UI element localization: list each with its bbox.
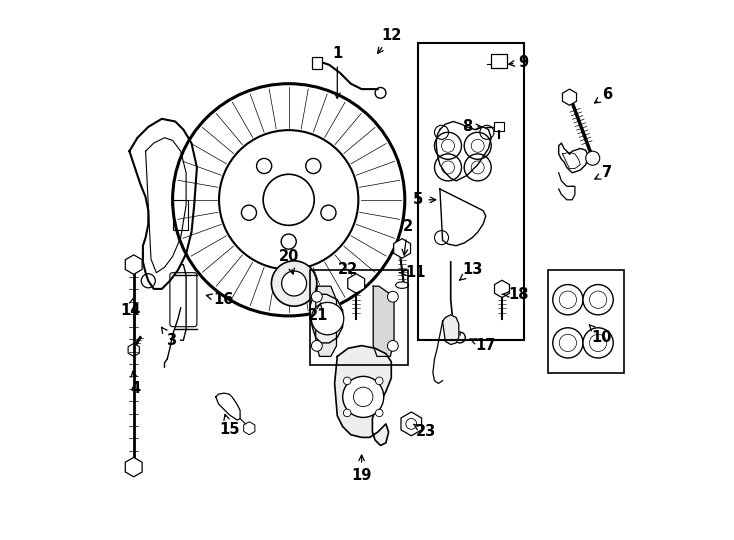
Text: 8: 8	[462, 119, 482, 134]
Circle shape	[311, 341, 322, 352]
Bar	[491, 54, 507, 68]
Polygon shape	[335, 346, 391, 446]
Text: 5: 5	[413, 192, 436, 207]
Bar	[312, 57, 321, 69]
Circle shape	[583, 285, 613, 315]
Text: 9: 9	[509, 55, 528, 70]
Polygon shape	[310, 294, 343, 343]
Circle shape	[388, 341, 399, 352]
Ellipse shape	[396, 282, 409, 288]
Text: 16: 16	[206, 292, 234, 307]
Text: 23: 23	[413, 424, 437, 440]
Text: 17: 17	[470, 338, 496, 353]
Circle shape	[376, 409, 383, 417]
Text: 11: 11	[400, 265, 426, 280]
Text: 20: 20	[278, 249, 299, 274]
Circle shape	[586, 151, 600, 165]
Text: 21: 21	[308, 303, 329, 323]
Circle shape	[553, 328, 583, 358]
Text: 10: 10	[589, 325, 612, 345]
Polygon shape	[373, 286, 394, 356]
Text: 14: 14	[120, 298, 141, 318]
Bar	[418, 43, 523, 340]
Bar	[548, 270, 623, 373]
Text: 6: 6	[595, 87, 612, 103]
Text: 19: 19	[352, 455, 372, 483]
Bar	[172, 200, 188, 230]
Text: 22: 22	[338, 262, 358, 278]
Bar	[494, 122, 504, 131]
Circle shape	[583, 328, 613, 358]
Circle shape	[388, 292, 399, 302]
Polygon shape	[316, 286, 336, 356]
Circle shape	[311, 292, 322, 302]
Text: 3: 3	[161, 327, 176, 348]
Text: 7: 7	[595, 165, 612, 180]
Text: 13: 13	[459, 262, 482, 280]
Circle shape	[311, 302, 344, 335]
Text: 1: 1	[333, 46, 343, 98]
Circle shape	[272, 261, 317, 306]
Polygon shape	[443, 315, 459, 345]
Circle shape	[344, 377, 351, 384]
Circle shape	[553, 285, 583, 315]
Circle shape	[376, 377, 383, 384]
Text: 18: 18	[502, 287, 528, 302]
Text: 12: 12	[377, 28, 401, 53]
Circle shape	[282, 271, 307, 296]
Circle shape	[343, 376, 384, 417]
Text: 15: 15	[219, 414, 239, 437]
Text: 2: 2	[402, 219, 413, 255]
Circle shape	[344, 409, 351, 417]
Text: 4: 4	[131, 372, 141, 396]
Bar	[310, 270, 407, 364]
